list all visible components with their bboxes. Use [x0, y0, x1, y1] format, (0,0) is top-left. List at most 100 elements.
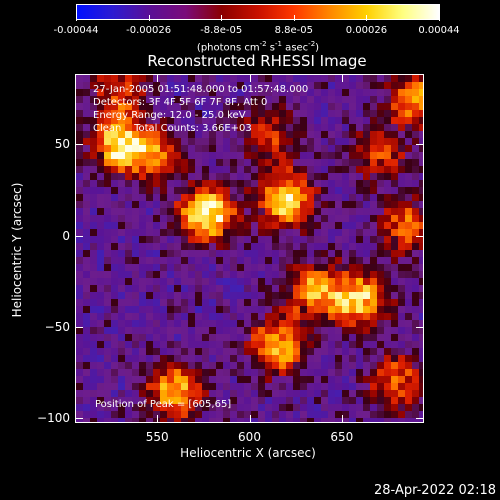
heatmap-cell: [216, 152, 223, 159]
heatmap-cell: [384, 131, 391, 138]
heatmap-cell: [97, 334, 104, 341]
heatmap-cell: [76, 376, 83, 383]
heatmap-cell: [146, 250, 153, 257]
heatmap-cell: [328, 320, 335, 327]
heatmap-cell: [342, 369, 349, 376]
heatmap-cell: [335, 103, 342, 110]
heatmap-cell: [230, 124, 237, 131]
heatmap-cell: [188, 124, 195, 131]
heatmap-cell: [167, 110, 174, 117]
heatmap-cell: [370, 404, 377, 411]
heatmap-cell: [307, 271, 314, 278]
heatmap-cell: [118, 208, 125, 215]
heatmap-cell: [153, 166, 160, 173]
heatmap-cell: [83, 82, 90, 89]
heatmap-cell: [139, 341, 146, 348]
heatmap-cell: [356, 124, 363, 131]
heatmap-cell: [132, 124, 139, 131]
heatmap-cell: [139, 145, 146, 152]
heatmap-cell: [384, 152, 391, 159]
heatmap-cell: [167, 236, 174, 243]
heatmap-cell: [76, 327, 83, 334]
heatmap-cell: [174, 299, 181, 306]
heatmap-cell: [377, 201, 384, 208]
heatmap-cell: [244, 257, 251, 264]
heatmap-cell: [160, 152, 167, 159]
heatmap-cell: [314, 411, 321, 418]
heatmap-cell: [97, 341, 104, 348]
heatmap-cell: [342, 173, 349, 180]
heatmap-cell: [139, 138, 146, 145]
heatmap-cell: [391, 201, 398, 208]
heatmap-cell: [230, 411, 237, 418]
heatmap-cell: [125, 166, 132, 173]
heatmap-cell: [125, 159, 132, 166]
heatmap-cell: [321, 404, 328, 411]
heatmap-cell: [181, 369, 188, 376]
heatmap-cell: [321, 124, 328, 131]
heatmap-cell: [321, 418, 328, 422]
heatmap-cell: [377, 243, 384, 250]
heatmap-cell: [167, 348, 174, 355]
heatmap-cell: [272, 383, 279, 390]
heatmap-cell: [167, 404, 174, 411]
heatmap-cell: [216, 348, 223, 355]
heatmap-cell: [132, 271, 139, 278]
heatmap-cell: [419, 327, 423, 334]
heatmap-cell: [223, 208, 230, 215]
heatmap-cell: [230, 334, 237, 341]
heatmap-cell: [335, 418, 342, 422]
heatmap-cell: [335, 383, 342, 390]
heatmap-cell: [132, 383, 139, 390]
heatmap-cell: [251, 418, 258, 422]
heatmap-cell: [307, 152, 314, 159]
heatmap-cell: [111, 117, 118, 124]
heatmap-cell: [300, 390, 307, 397]
heatmap-cell: [195, 194, 202, 201]
heatmap-cell: [384, 229, 391, 236]
heatmap-cell: [125, 334, 132, 341]
heatmap-cell: [104, 334, 111, 341]
heatmap-cell: [90, 236, 97, 243]
heatmap-cell: [363, 75, 370, 82]
heatmap-cell: [286, 264, 293, 271]
heatmap-cell: [356, 271, 363, 278]
heatmap-cell: [265, 215, 272, 222]
heatmap-cell: [237, 180, 244, 187]
heatmap-cell: [174, 383, 181, 390]
heatmap-cell: [244, 131, 251, 138]
heatmap-cell: [258, 180, 265, 187]
heatmap-cell: [104, 348, 111, 355]
heatmap-cell: [286, 194, 293, 201]
heatmap-cell: [356, 355, 363, 362]
heatmap-cell: [230, 180, 237, 187]
heatmap-cell: [146, 208, 153, 215]
heatmap-cell: [188, 327, 195, 334]
heatmap-cell: [405, 355, 412, 362]
heatmap-cell: [111, 369, 118, 376]
heatmap-cell: [181, 173, 188, 180]
heatmap-cell: [132, 173, 139, 180]
heatmap-cell: [251, 187, 258, 194]
heatmap-cell: [377, 362, 384, 369]
heatmap-cell: [223, 194, 230, 201]
heatmap-cell: [384, 236, 391, 243]
heatmap-cell: [97, 376, 104, 383]
heatmap-cell: [118, 327, 125, 334]
heatmap-cell: [398, 243, 405, 250]
heatmap-cell: [405, 411, 412, 418]
heatmap-cell: [90, 75, 97, 82]
heatmap-cell: [153, 145, 160, 152]
heatmap-cell: [118, 334, 125, 341]
heatmap-cell: [209, 250, 216, 257]
heatmap-cell: [146, 320, 153, 327]
heatmap-cell: [146, 173, 153, 180]
heatmap-cell: [97, 138, 104, 145]
heatmap-cell: [160, 236, 167, 243]
heatmap-cell: [321, 411, 328, 418]
heatmap-cell: [314, 299, 321, 306]
heatmap-cell: [195, 152, 202, 159]
heatmap-cell: [258, 166, 265, 173]
heatmap-cell: [83, 306, 90, 313]
heatmap-cell: [265, 376, 272, 383]
